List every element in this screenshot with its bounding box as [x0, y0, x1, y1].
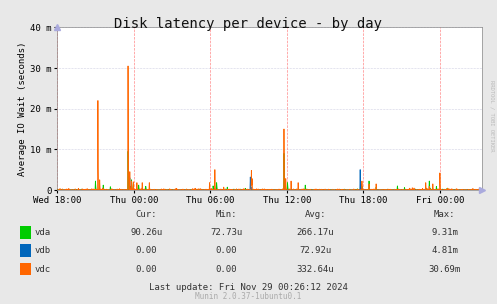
Text: vdc: vdc: [35, 264, 51, 274]
Text: 0.00: 0.00: [136, 246, 158, 255]
Text: Munin 2.0.37-1ubuntu0.1: Munin 2.0.37-1ubuntu0.1: [195, 292, 302, 301]
Text: 72.92u: 72.92u: [300, 246, 331, 255]
Text: Max:: Max:: [434, 210, 456, 219]
Text: 266.17u: 266.17u: [297, 228, 334, 237]
Text: 0.00: 0.00: [136, 264, 158, 274]
Text: Cur:: Cur:: [136, 210, 158, 219]
Text: Min:: Min:: [215, 210, 237, 219]
Text: 72.73u: 72.73u: [210, 228, 242, 237]
Text: Last update: Fri Nov 29 00:26:12 2024: Last update: Fri Nov 29 00:26:12 2024: [149, 283, 348, 292]
Text: 9.31m: 9.31m: [431, 228, 458, 237]
Text: 4.81m: 4.81m: [431, 246, 458, 255]
Text: 0.00: 0.00: [215, 264, 237, 274]
Text: vdb: vdb: [35, 246, 51, 255]
Text: Avg:: Avg:: [305, 210, 327, 219]
Text: Disk latency per device - by day: Disk latency per device - by day: [114, 17, 383, 31]
Text: 30.69m: 30.69m: [429, 264, 461, 274]
Y-axis label: Average IO Wait (seconds): Average IO Wait (seconds): [18, 41, 27, 176]
Text: vda: vda: [35, 228, 51, 237]
Text: 0.00: 0.00: [215, 246, 237, 255]
Text: 90.26u: 90.26u: [131, 228, 163, 237]
Text: 332.64u: 332.64u: [297, 264, 334, 274]
Text: RRDTOOL / TOBI OETIKER: RRDTOOL / TOBI OETIKER: [490, 80, 495, 151]
